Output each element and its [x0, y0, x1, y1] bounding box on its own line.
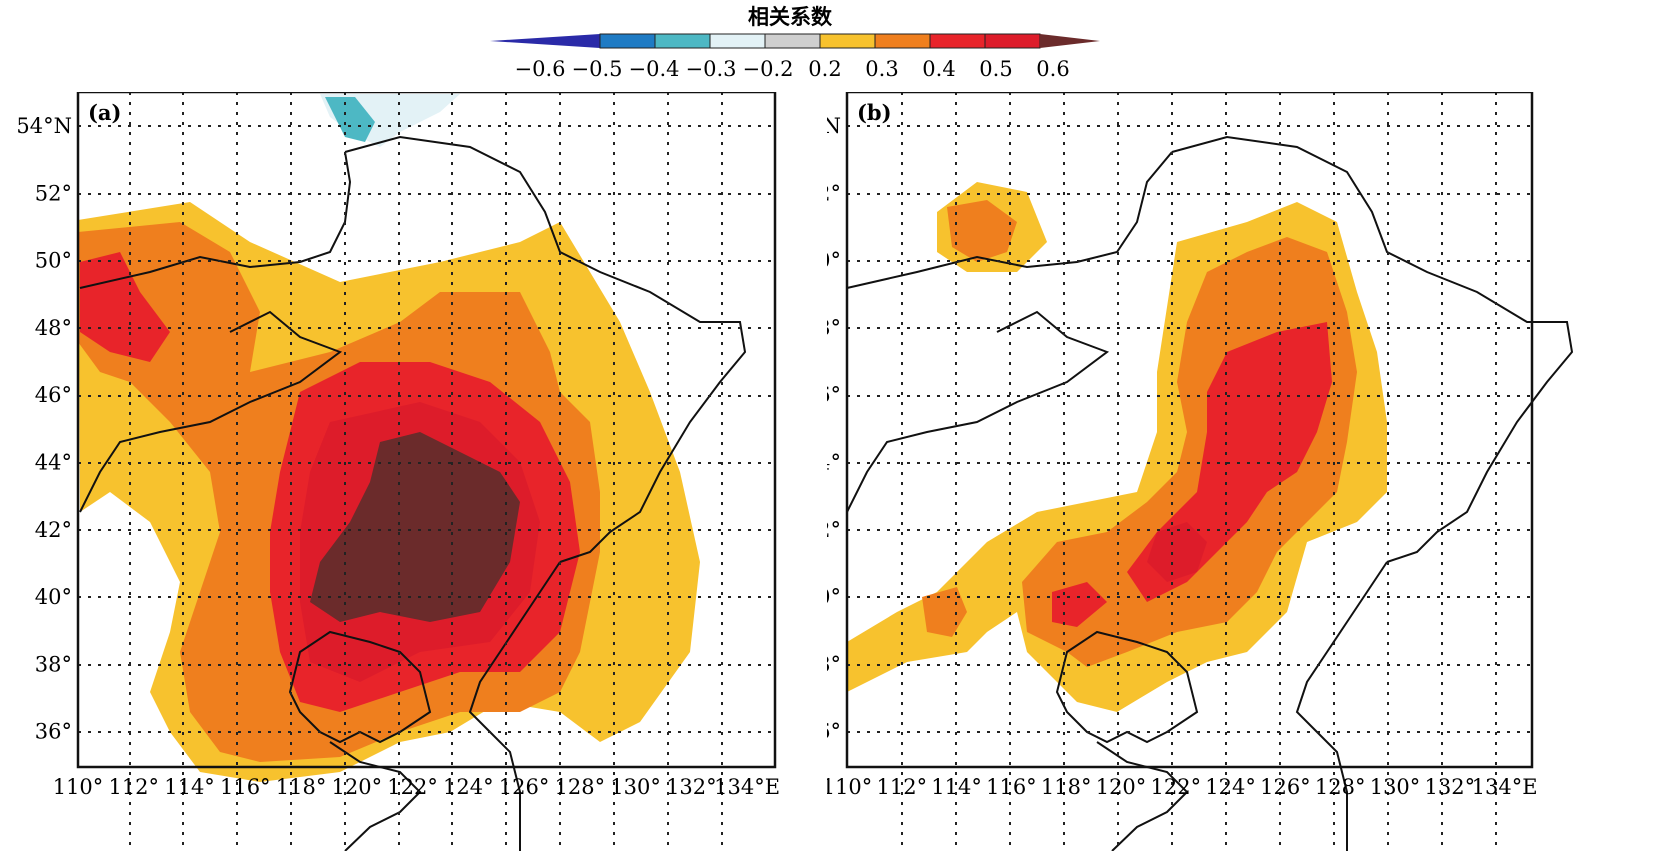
longitude-label: 122°	[387, 775, 438, 799]
longitude-label: 126°	[1260, 775, 1311, 799]
colorbar-tick-labels: −0.6 −0.5 −0.4 −0.3 −0.2 0.2 0.3 0.4 0.5 0.6	[515, 57, 1070, 81]
longitude-label: 120°	[1096, 775, 1147, 799]
latitude-label: 54°N	[827, 114, 841, 138]
lat-labels-b: 54°N 52° 50° 48° 46° 44° 42° 40° 38° 36°	[827, 114, 841, 744]
longitude-label: 114°	[164, 775, 215, 799]
latitude-label: 40°	[827, 585, 841, 609]
colorbar-swatch-low-end	[490, 34, 600, 48]
colorbar-swatch	[929, 33, 986, 49]
colorbar-swatch	[874, 33, 931, 49]
latitude-label: 44°	[35, 451, 72, 475]
correlation-field-b	[847, 182, 1387, 712]
longitude-label: 118°	[276, 775, 327, 799]
latitude-label: 38°	[827, 652, 841, 676]
colorbar-swatch	[709, 33, 766, 49]
colorbar-tick-label: 0.3	[865, 57, 898, 81]
longitude-label: 110°	[827, 775, 872, 799]
lat-labels-a: 54°N 52° 50° 48° 46° 44° 42° 40° 38° 36°	[16, 114, 72, 744]
longitude-label: 114°	[931, 775, 982, 799]
colorbar-tick-label: −0.5	[572, 57, 623, 81]
longitude-label: 118°	[1041, 775, 1092, 799]
colorbar-swatch	[654, 33, 711, 49]
colorbar-swatches	[490, 33, 1100, 49]
longitude-label: 128°	[555, 775, 606, 799]
latitude-label: 48°	[35, 316, 72, 340]
lon-labels-b: 110° 112° 114° 116° 118° 120° 122° 124° 126° 128°…	[827, 775, 1538, 799]
colorbar-tick-label: −0.4	[629, 57, 680, 81]
longitude-label: 116°	[986, 775, 1037, 799]
longitude-label: 124°	[443, 775, 494, 799]
panel-label-a: (a)	[88, 100, 121, 125]
latitude-label: 50°	[35, 249, 72, 273]
colorbar-swatch	[599, 33, 656, 49]
longitude-label: 132°	[666, 775, 717, 799]
longitude-label: 124°	[1205, 775, 1256, 799]
latitude-label: 54°N	[16, 114, 72, 138]
colorbar-tick-label: −0.2	[743, 57, 794, 81]
latitude-label: 46°	[827, 383, 841, 407]
latitude-label: 48°	[827, 316, 841, 340]
longitude-label: 130°	[610, 775, 661, 799]
longitude-label: 130°	[1370, 775, 1421, 799]
map-frame-b	[845, 92, 1534, 769]
panel-label-b: (b)	[857, 100, 892, 125]
longitude-label: 128°	[1315, 775, 1366, 799]
latitude-label: 36°	[35, 720, 72, 744]
graticule-a	[78, 92, 775, 851]
colorbar-tick-label: 0.6	[1036, 57, 1069, 81]
colorbar-tick-label: 0.5	[979, 57, 1012, 81]
colorbar-tick-label: 0.2	[808, 57, 841, 81]
colorbar-swatch-high-end	[1040, 34, 1100, 48]
colorbar-tick-label: −0.3	[686, 57, 737, 81]
colorbar-title: 相关系数	[748, 5, 833, 29]
latitude-label: 50°	[827, 249, 841, 273]
colorbar-tick-label: −0.6	[515, 57, 566, 81]
latitude-label: 44°	[827, 451, 841, 475]
longitude-label: 110°	[53, 775, 104, 799]
correlation-field-a	[78, 94, 700, 782]
longitude-label: 112°	[877, 775, 928, 799]
colorbar-swatch	[819, 33, 876, 49]
map-panel-b: (b) 54°N 52° 50° 48° 46° 44° 42° 40° 38° 36° 110°…	[827, 92, 1574, 851]
latitude-label: 38°	[35, 652, 72, 676]
latitude-label: 40°	[35, 585, 72, 609]
colorbar-swatch	[764, 33, 821, 49]
longitude-label: 126°	[499, 775, 550, 799]
longitude-label: 116°	[220, 775, 271, 799]
longitude-label: 134°E	[714, 775, 780, 799]
latitude-label: 52°	[827, 181, 841, 205]
colorbar: 相关系数 −0.6 −0.5 −0.4 −0.3 −0.2 0.2 0.3 0.4 0.5 0.6	[490, 5, 1100, 81]
latitude-label: 42°	[35, 518, 72, 542]
longitude-label: 132°	[1425, 775, 1476, 799]
longitude-label: 112°	[108, 775, 159, 799]
latitude-label: 46°	[35, 383, 72, 407]
longitude-label: 134°E	[1472, 775, 1538, 799]
lon-labels-a: 110° 112° 114° 116° 118° 120° 122° 124° 126° 128°…	[53, 775, 780, 799]
latitude-label: 42°	[827, 518, 841, 542]
longitude-label: 120°	[332, 775, 383, 799]
map-frame-a	[76, 92, 777, 769]
colorbar-tick-label: 0.4	[922, 57, 955, 81]
map-panel-a: (a) 54°N 52° 50° 48° 46° 44° 42° 40° 38° 36° 110°…	[16, 92, 780, 851]
graticule-b	[847, 92, 1532, 851]
longitude-label: 122°	[1151, 775, 1202, 799]
latitude-label: 52°	[35, 181, 72, 205]
latitude-label: 36°	[827, 720, 841, 744]
colorbar-swatch	[984, 33, 1041, 49]
